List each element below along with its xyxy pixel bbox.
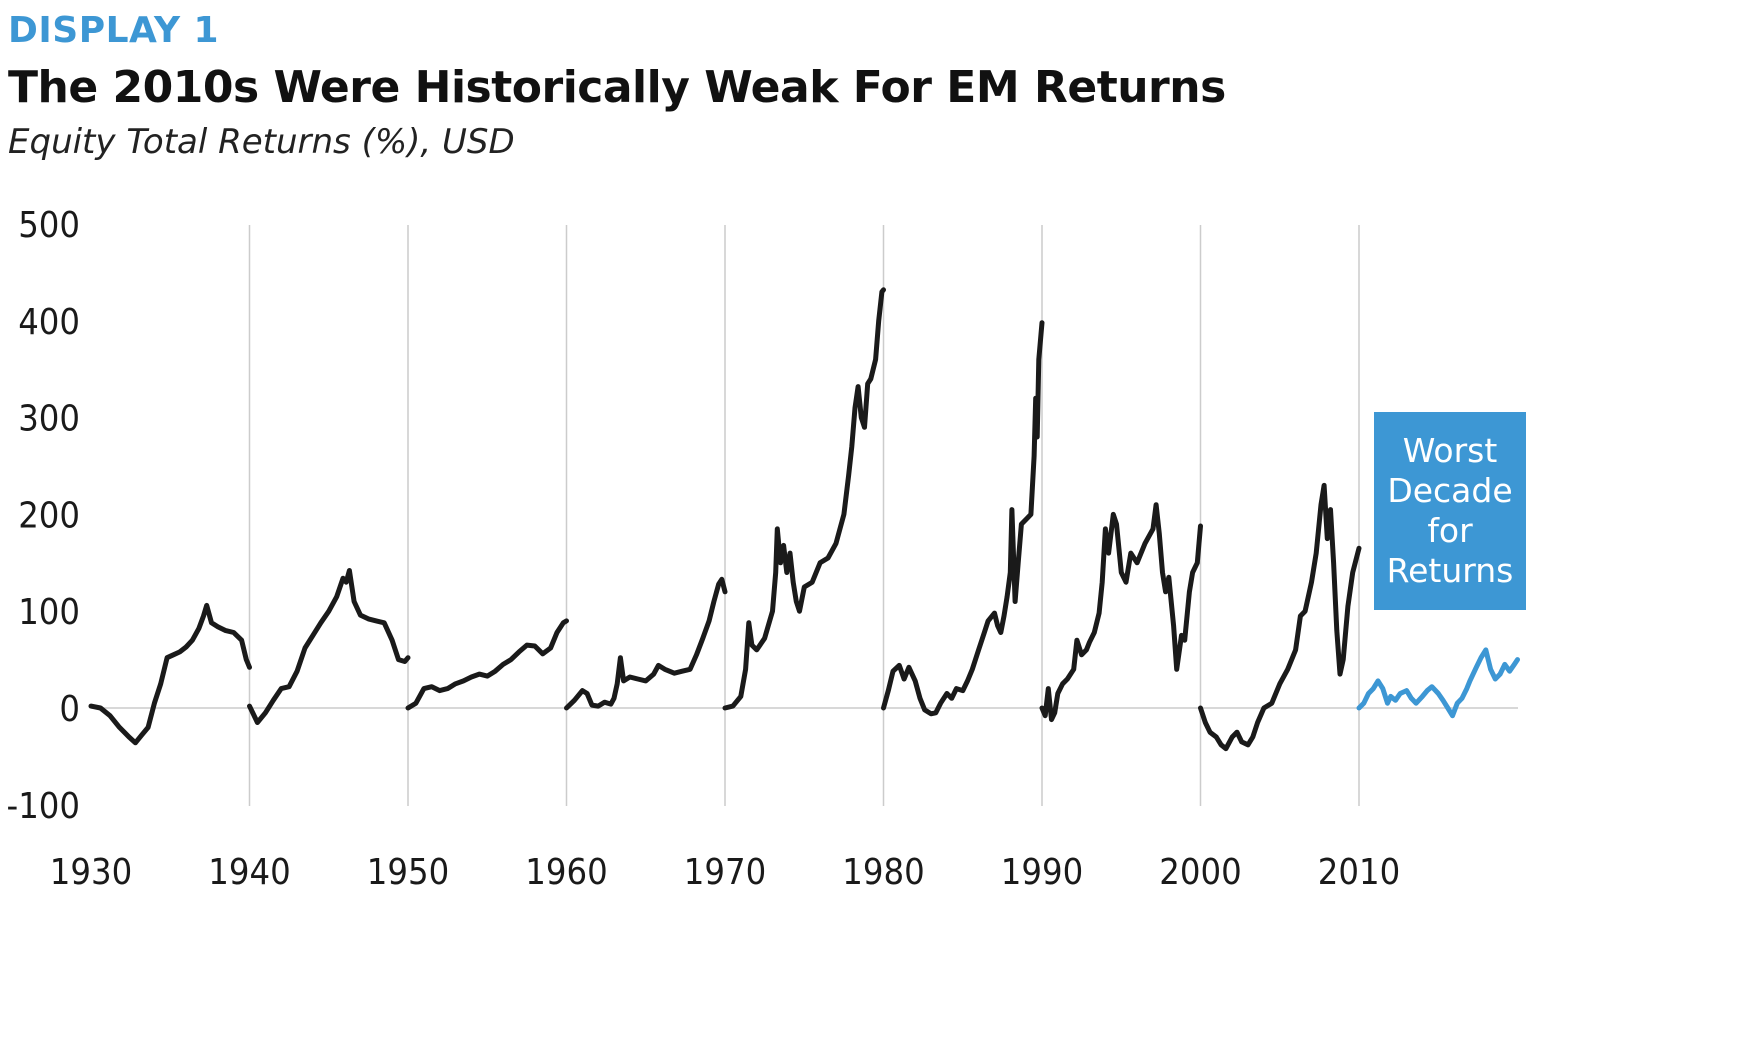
y-tick-label: 500 (18, 205, 80, 246)
x-tick-label: 1970 (684, 852, 766, 893)
x-tick-label: 1960 (525, 852, 607, 893)
x-axis-ticks: 1930 1940 1950 1960 1970 1980 1990 2000 2010 (50, 852, 1400, 893)
series-line-1930s (88, 602, 252, 746)
y-tick-label: 400 (18, 302, 80, 343)
worst-decade-callout: Worst Decade for Returns (1374, 412, 1526, 610)
series-line-1970s (722, 287, 886, 711)
series-line-1990s (1039, 502, 1203, 723)
y-tick-label: 300 (18, 399, 80, 440)
x-tick-label: 1930 (50, 852, 132, 893)
callout-text: Worst Decade for Returns (1386, 431, 1514, 590)
chart-subtitle: Equity Total Returns (%), USD (8, 122, 515, 162)
chart-title: The 2010s Were Historically Weak For EM … (8, 62, 1226, 113)
display-label: DISPLAY 1 (8, 10, 220, 51)
x-tick-label: 1990 (1001, 852, 1083, 893)
y-tick-label: 0 (59, 689, 80, 730)
y-tick-label: -100 (7, 786, 81, 827)
x-tick-label: 1940 (208, 852, 290, 893)
y-tick-label: 200 (18, 495, 80, 536)
x-tick-label: 1980 (842, 852, 924, 893)
series-line-1980s (881, 320, 1045, 717)
y-tick-label: 100 (18, 592, 80, 633)
series-line-2000s (1198, 482, 1362, 752)
series-lines (88, 287, 1520, 752)
x-tick-label: 2010 (1318, 852, 1400, 893)
series-line-1950s (405, 618, 569, 711)
y-axis-ticks: 500 400 300 200 100 0 -100 (7, 205, 81, 827)
x-tick-label: 1950 (367, 852, 449, 893)
series-line-2010s (1356, 647, 1520, 719)
series-line-1940s (247, 568, 411, 725)
series-line-1960s (564, 576, 728, 711)
gridlines (91, 225, 1518, 806)
x-tick-label: 2000 (1159, 852, 1241, 893)
